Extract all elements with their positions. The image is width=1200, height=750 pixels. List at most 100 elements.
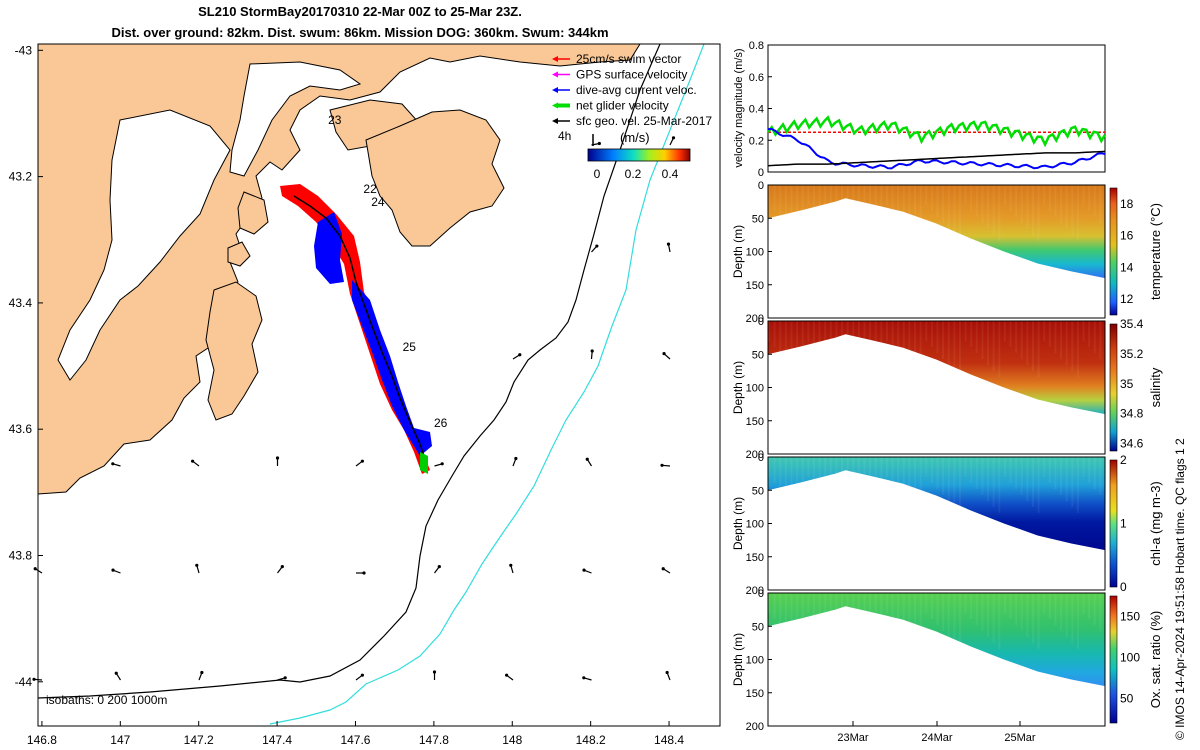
profile-stripe [987, 593, 990, 637]
profile-stripe [869, 593, 872, 637]
isobath-label: isobaths: 0 200 1000m [46, 693, 167, 707]
depth-ylabel: Depth (m) [731, 361, 745, 414]
depth-tick-label: 200 [746, 313, 764, 325]
profile-stripe [1099, 593, 1102, 631]
depth-ylabel: Depth (m) [731, 633, 745, 686]
profile-stripe [796, 185, 799, 235]
profile-stripe [835, 457, 838, 507]
profile-stripe [953, 185, 956, 235]
velocity-arrowhead [114, 671, 118, 675]
colorbar-tick-2: 0.4 [662, 167, 679, 181]
surface-velocity-arrows [32, 136, 676, 681]
profile-stripe [891, 457, 894, 483]
profile-stripe [1071, 185, 1074, 235]
section-oxygen: 0 50 100 150 200 Depth (m) 50 100 150 Ox. sat. ra… [731, 588, 1163, 733]
profile-stripe [897, 457, 900, 489]
vel-ytick-label: 0.8 [749, 40, 764, 52]
map-xtick-label: 148.2 [576, 733, 606, 747]
map-ytick-label: -44 [15, 675, 33, 689]
profile-stripe [1088, 457, 1091, 483]
profile-stripe [970, 321, 973, 347]
profile-stripe [1060, 593, 1063, 631]
profile-stripe [1082, 321, 1085, 341]
profile-stripe [818, 185, 821, 217]
profile-stripe [841, 593, 844, 649]
profile-stripe [1082, 593, 1085, 613]
profile-stripe [975, 457, 978, 489]
profile-stripe [1009, 593, 1012, 619]
profile-stripe [846, 321, 849, 341]
tasman-peninsula-east [365, 109, 505, 247]
profile-stripe [784, 593, 787, 631]
profile-stripe [981, 593, 984, 631]
velocity-arrowhead [191, 459, 195, 463]
velocity-arrowhead [509, 563, 513, 567]
velocity-arrowhead [32, 677, 36, 681]
profile-stripe [824, 185, 827, 223]
velocity-arrowhead [280, 565, 284, 569]
profile-stripe [773, 321, 776, 347]
profile-stripe [857, 593, 860, 625]
norfolk-bay [57, 109, 231, 381]
temperature-colorbar [1109, 187, 1118, 316]
time-axis: 23Mar 24Mar 25Mar [837, 721, 1036, 744]
depth-ylabel: Depth (m) [731, 497, 745, 550]
map-xtick-label: 148.4 [654, 733, 684, 747]
profile-stripe [880, 593, 883, 649]
profile-stripe [1009, 321, 1012, 347]
map-xtick-label: 147 [110, 733, 130, 747]
colorbar-tick: 50 [1120, 691, 1134, 705]
profile-stripe [964, 457, 967, 477]
velocity-arrowhead [582, 676, 586, 680]
oxygen-colorbar [1109, 595, 1118, 724]
section-chla: 0 50 100 150 200 Depth (m) 0 1 2 chl-a (mg m-3) [731, 452, 1163, 597]
profile-stripe [1015, 593, 1018, 625]
profile-stripe [1093, 321, 1096, 353]
profile-stripe [1015, 457, 1018, 489]
profile-stripe [1037, 185, 1040, 241]
profile-stripe [768, 185, 770, 205]
profile-stripe [908, 593, 911, 637]
profile-stripe [801, 321, 804, 377]
temperature-label: temperature (°C) [1148, 203, 1163, 300]
colorbar-tick: 100 [1120, 650, 1140, 664]
depth-tick-label: 50 [752, 485, 764, 497]
profile-stripe [1071, 321, 1074, 371]
map-frame [37, 43, 721, 727]
profile-stripe [773, 457, 776, 483]
legend-arrowhead [552, 71, 558, 78]
depth-tick-label: 0 [758, 180, 764, 192]
profile-stripe [964, 593, 967, 613]
profile-stripe [992, 593, 995, 643]
profile-stripe [1093, 457, 1096, 489]
legend-arrowhead [552, 56, 558, 62]
footer-credit: © IMOS 14-Apr-2024 19:51:58 Hobart time.… [1173, 438, 1187, 740]
map-xtick-label: 147.8 [419, 733, 449, 747]
day-label: 22 [363, 182, 377, 196]
chla-label: chl-a (mg m-3) [1148, 481, 1163, 566]
depth-tick-label: 200 [746, 585, 764, 597]
profile-stripe [1003, 321, 1006, 341]
profile-stripe [1076, 321, 1079, 377]
profile-stripe [958, 457, 961, 513]
velocity-arrowhead [275, 456, 280, 460]
profile-stripe [1031, 593, 1034, 643]
profile-stripe [936, 185, 939, 217]
profile-stripe [801, 457, 804, 513]
profile-stripe [1048, 457, 1051, 483]
velocity-line [767, 150, 1106, 167]
map-ytick-label: 43.2 [9, 170, 33, 184]
profile-stripe [942, 185, 945, 223]
map-x-ticks: 146.8 147 147.2 147.4 147.6 147.8 148 148.2 148.… [27, 721, 684, 747]
profile-stripe [1020, 321, 1023, 359]
island-forestier [205, 281, 263, 421]
profile-stripe [824, 457, 827, 495]
profile-stripe [925, 321, 928, 341]
profile-stripe [981, 321, 984, 359]
legend-label: net glider velocity [576, 99, 669, 113]
profile-stripe [857, 457, 860, 489]
velocity-arrowhead [590, 349, 594, 353]
profile-stripe [1037, 321, 1040, 377]
profile-stripe [841, 185, 844, 241]
